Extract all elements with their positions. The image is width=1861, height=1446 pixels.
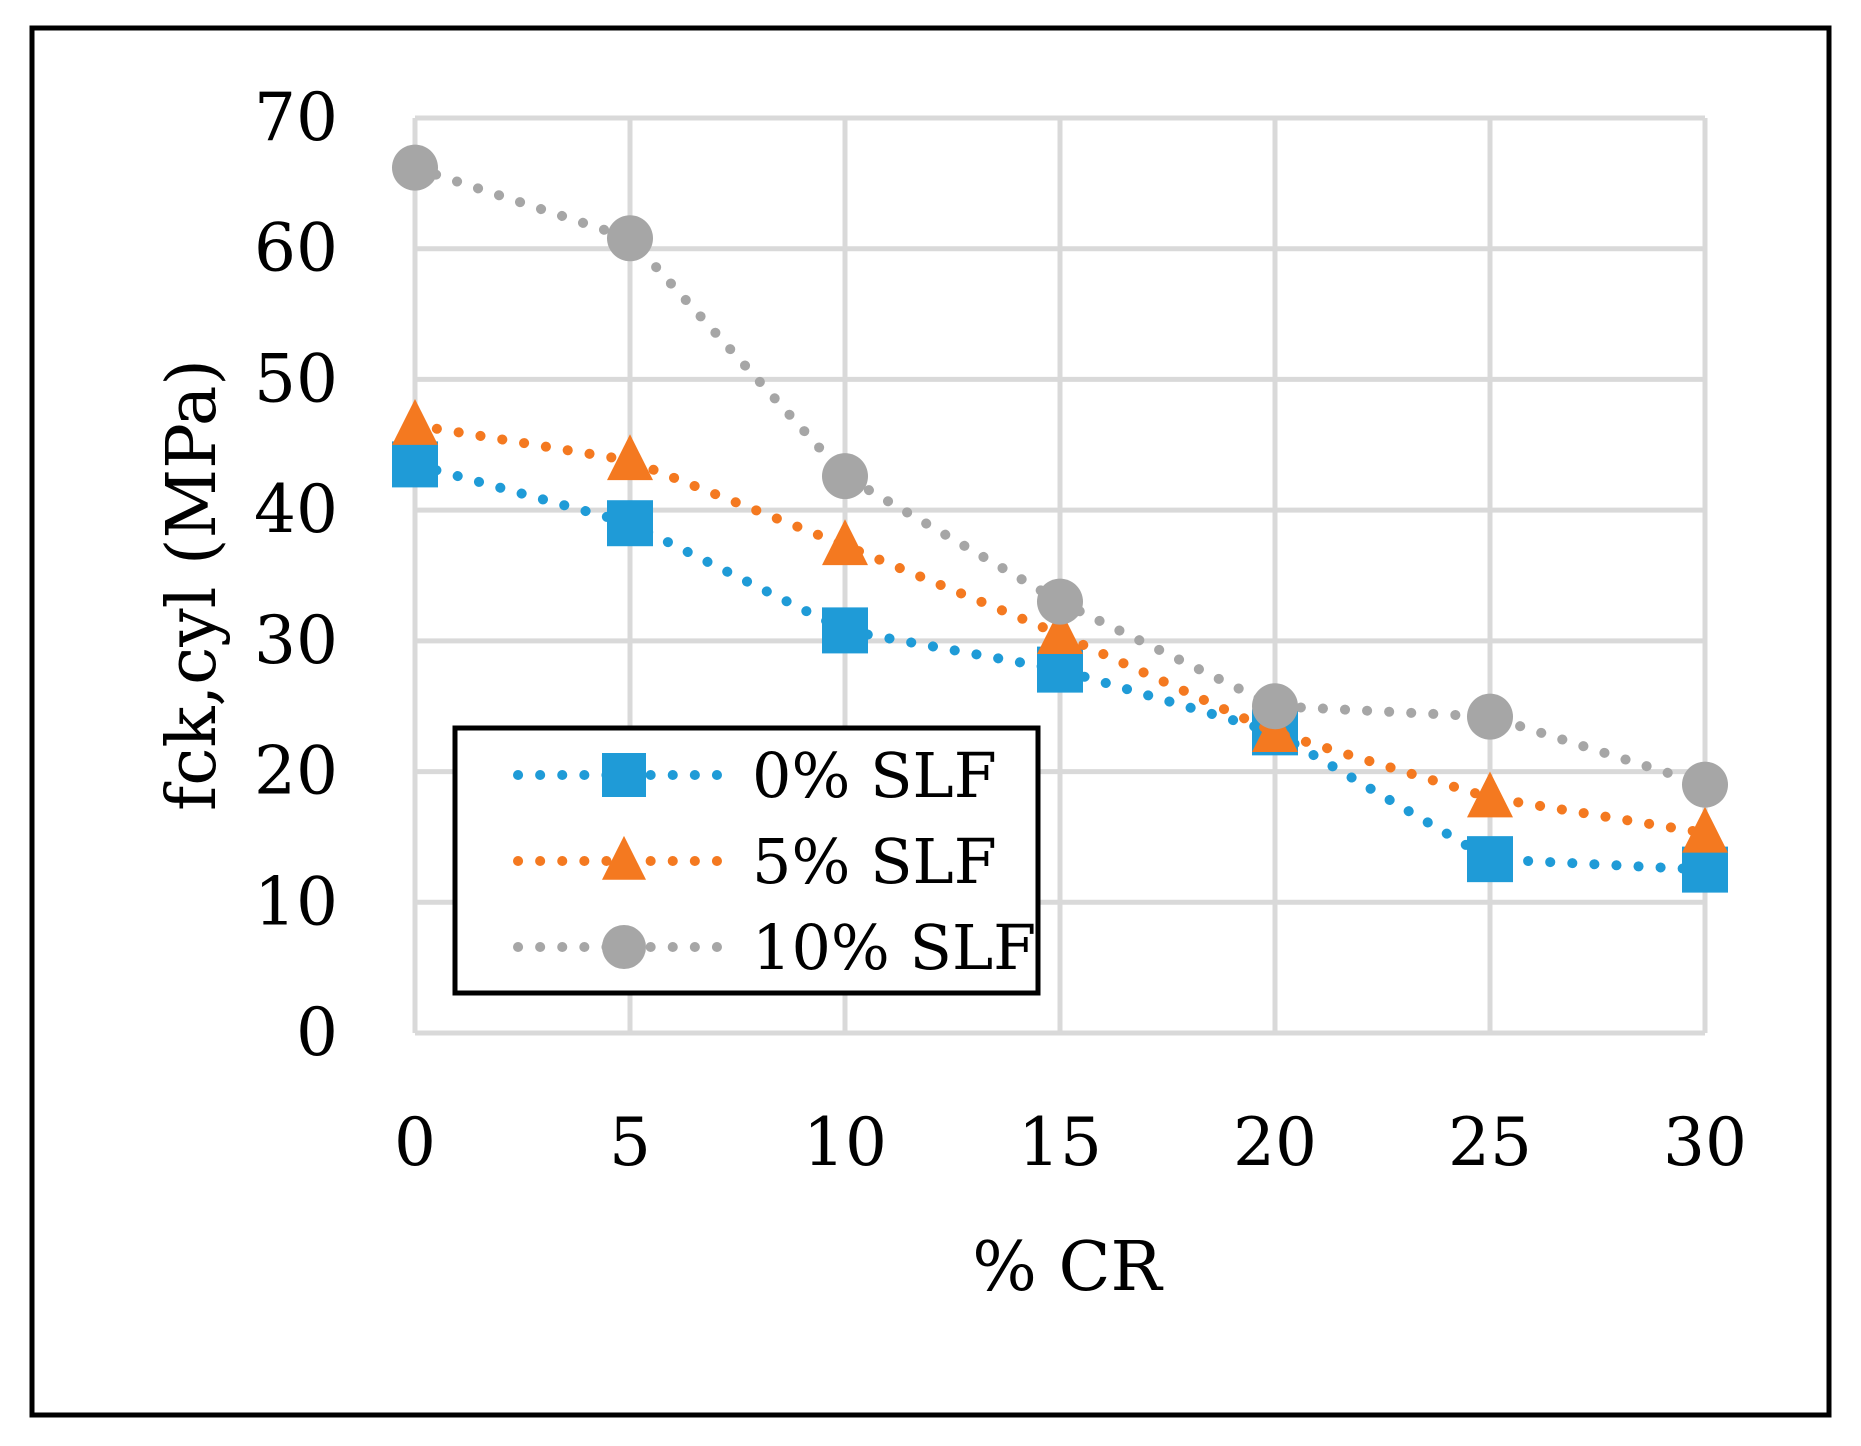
legend: 0% SLF 5% SLF 10% SLF [452, 725, 1041, 996]
y-tick-label: 70 [254, 79, 338, 156]
legend-label: 0% SLF [752, 739, 997, 812]
x-tick-label: 10 [803, 1104, 887, 1181]
data-point-triangle [822, 519, 868, 566]
legend-label: 10% SLF [752, 911, 1036, 984]
series-group [392, 144, 1728, 893]
data-point-square [1037, 646, 1083, 693]
data-point-triangle [1682, 806, 1728, 853]
x-tick-label: 5 [609, 1104, 651, 1181]
y-tick-label: 60 [254, 210, 338, 287]
legend-box [452, 725, 1041, 996]
data-point-square [607, 500, 653, 547]
legend-marker-square [602, 753, 646, 797]
y-tick-label: 0 [296, 994, 338, 1071]
series-0-slf [392, 441, 1728, 893]
y-axis-title: fck,cyl (MPa) [153, 359, 232, 811]
y-tick-label: 50 [254, 340, 338, 417]
data-point-square [1467, 836, 1513, 883]
y-axis-ticks: 0 10 20 30 40 50 60 70 [254, 79, 338, 1071]
legend-item: 5% SLF [513, 825, 997, 898]
data-point-triangle [1467, 771, 1513, 818]
data-point-circle [1467, 693, 1513, 740]
x-tick-label: 15 [1018, 1104, 1102, 1181]
x-axis-title: % CR [972, 1228, 1163, 1307]
data-point-circle [1252, 683, 1298, 730]
series-10-slf [392, 144, 1728, 808]
legend-label: 5% SLF [752, 825, 997, 898]
chart-frame [29, 25, 1832, 1418]
data-point-circle [1682, 761, 1728, 808]
data-point-square [1682, 846, 1728, 893]
data-point-square [822, 607, 868, 654]
x-axis-ticks: 0 5 10 15 20 25 30 [394, 1104, 1747, 1181]
data-point-circle [822, 453, 868, 500]
legend-item: 10% SLF [513, 911, 1036, 984]
data-point-circle [392, 144, 438, 191]
x-tick-label: 25 [1448, 1104, 1532, 1181]
y-tick-label: 20 [254, 733, 338, 810]
data-point-circle [607, 215, 653, 262]
y-tick-label: 10 [254, 863, 338, 940]
x-tick-label: 20 [1233, 1104, 1317, 1181]
legend-marker-triangle [602, 835, 646, 880]
legend-marker-circle [602, 925, 646, 969]
data-point-triangle [607, 434, 653, 481]
y-tick-label: 40 [254, 471, 338, 548]
legend-item: 0% SLF [513, 739, 997, 812]
series-5-slf [392, 398, 1728, 853]
x-tick-label: 30 [1663, 1104, 1747, 1181]
y-tick-label: 30 [254, 602, 338, 679]
data-point-triangle [1037, 608, 1083, 654]
data-point-triangle [392, 398, 438, 445]
data-point-circle [1037, 578, 1083, 625]
x-tick-label: 0 [394, 1104, 436, 1181]
data-point-square [392, 441, 438, 488]
